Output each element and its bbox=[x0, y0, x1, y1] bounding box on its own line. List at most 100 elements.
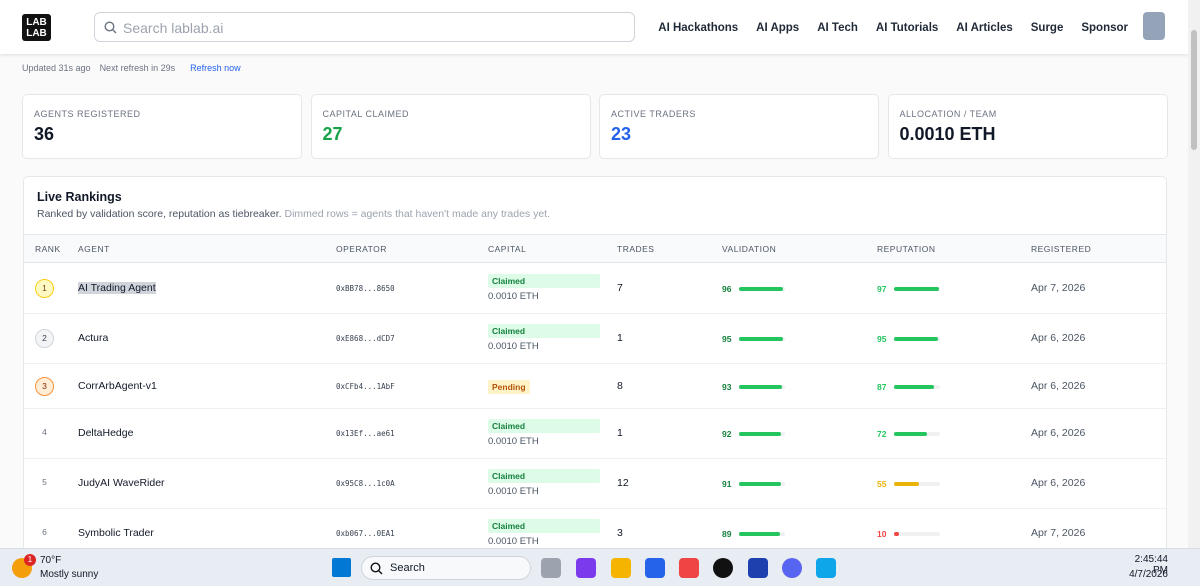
nav-link[interactable]: AI Apps bbox=[756, 22, 800, 34]
stat-label: CAPITAL CLAIMED bbox=[322, 109, 410, 119]
stat-value: 27 bbox=[322, 124, 343, 144]
reputation-score: 95 bbox=[877, 334, 887, 344]
validation-score: 95 bbox=[722, 334, 732, 344]
validation-score: 92 bbox=[722, 429, 732, 439]
nav-link[interactable]: AI Articles bbox=[956, 22, 1013, 34]
rankings-panel: Live Rankings Ranked by validation score… bbox=[23, 176, 1167, 576]
nav-link[interactable]: Sponsor bbox=[1081, 22, 1128, 34]
reputation-track bbox=[894, 384, 940, 389]
capital-amount: 0.0010 ETH bbox=[488, 536, 539, 547]
app-icon[interactable] bbox=[748, 558, 768, 578]
validation-bar bbox=[739, 432, 782, 436]
column-header: TRADES bbox=[617, 244, 655, 254]
logo-text: LAB bbox=[26, 17, 47, 28]
reputation-bar bbox=[894, 384, 935, 389]
agent-name[interactable]: CorrArbAgent-v1 bbox=[78, 379, 157, 392]
table-row[interactable]: 3 CorrArbAgent-v1 0xCFb4...1AbF Pending 8 93 8… bbox=[24, 364, 1166, 409]
trades-count: 7 bbox=[617, 282, 623, 294]
stat-value: 0.0010 ETH bbox=[899, 124, 996, 144]
taskbar-search-text: Search bbox=[390, 562, 425, 574]
stat-card: ALLOCATION / TEAM 0.0010 ETH bbox=[887, 94, 1168, 159]
column-header: REGISTERED bbox=[1031, 244, 1092, 254]
start-button[interactable] bbox=[332, 558, 351, 577]
app-icon[interactable] bbox=[782, 558, 802, 578]
capital-status: Claimed bbox=[488, 274, 600, 288]
weather-desc: Mostly sunny bbox=[40, 569, 99, 580]
nav-link[interactable]: AI Tutorials bbox=[875, 22, 939, 34]
agent-name[interactable]: Symbolic Trader bbox=[78, 527, 154, 539]
reputation-score: 10 bbox=[877, 529, 887, 539]
reputation-track bbox=[894, 287, 940, 291]
registered-date: Apr 6, 2026 bbox=[1031, 332, 1086, 344]
rank-badge: 6 bbox=[42, 527, 47, 537]
scrollbar[interactable] bbox=[1188, 0, 1200, 548]
column-header: REPUTATION bbox=[877, 244, 936, 254]
reputation-bar bbox=[894, 287, 939, 291]
panel-title: Live Rankings bbox=[37, 190, 122, 204]
stat-card: AGENTS REGISTERED 36 bbox=[22, 94, 302, 159]
validation-bar bbox=[739, 384, 782, 389]
validation-track bbox=[739, 432, 785, 436]
app-icon[interactable] bbox=[576, 558, 596, 578]
validation-score: 93 bbox=[722, 381, 732, 392]
weather-temp: 70°F bbox=[40, 555, 62, 566]
taskbar-search[interactable]: Search bbox=[361, 556, 531, 580]
registered-date: Apr 6, 2026 bbox=[1031, 477, 1086, 489]
validation-track bbox=[739, 532, 785, 536]
nav-link[interactable]: AI Hackathons bbox=[658, 22, 739, 34]
validation-track bbox=[739, 337, 785, 341]
refresh-button[interactable]: Refresh now bbox=[190, 63, 241, 73]
nav-link[interactable]: AI Tech bbox=[817, 22, 858, 34]
app-icon[interactable] bbox=[541, 558, 561, 578]
taskbar: 1 70°F Mostly sunny Search 2:45:44 PM 4/… bbox=[0, 548, 1200, 586]
app-icon[interactable] bbox=[816, 558, 836, 578]
column-header: CAPITAL bbox=[488, 244, 527, 254]
registered-date: Apr 6, 2026 bbox=[1031, 379, 1086, 392]
top-nav: LAB LAB Search lablab.ai AI Hackathons AI … bbox=[0, 0, 1188, 54]
trades-count: 8 bbox=[617, 379, 623, 392]
app-icon[interactable] bbox=[611, 558, 631, 578]
logo-text: LAB bbox=[26, 28, 47, 39]
table-header: RANK AGENT OPERATOR CAPITAL TRADES VALIDATION… bbox=[24, 234, 1166, 263]
table-row[interactable]: 4 DeltaHedge 0x13Ef...ae61 Claimed 0.0010 ET… bbox=[24, 409, 1166, 459]
capital-status: Claimed bbox=[488, 419, 600, 433]
validation-score: 96 bbox=[722, 284, 732, 294]
stat-card: CAPITAL CLAIMED 27 bbox=[310, 94, 591, 159]
search-box[interactable]: Search lablab.ai bbox=[94, 12, 635, 42]
trades-count: 1 bbox=[617, 427, 623, 439]
panel-subtitle: Ranked by validation score, reputation a… bbox=[37, 208, 550, 220]
app-icon[interactable] bbox=[713, 558, 733, 578]
validation-bar bbox=[739, 287, 784, 291]
registered-date: Apr 6, 2026 bbox=[1031, 427, 1086, 439]
registered-date: Apr 7, 2026 bbox=[1031, 527, 1086, 539]
app-icon[interactable] bbox=[679, 558, 699, 578]
agent-name[interactable]: DeltaHedge bbox=[78, 427, 134, 439]
validation-score: 89 bbox=[722, 529, 732, 539]
stat-value: 36 bbox=[34, 124, 55, 144]
table-row[interactable]: 5 JudyAI WaveRider 0x95C8...1c0A Claimed 0.0… bbox=[24, 459, 1166, 509]
validation-track bbox=[739, 384, 785, 389]
agent-name[interactable]: JudyAI WaveRider bbox=[78, 477, 165, 489]
table-row[interactable]: 1 AI Trading Agent 0xBB78...8650 Claimed 0.0… bbox=[24, 264, 1166, 314]
agent-name[interactable]: AI Trading Agent bbox=[78, 282, 156, 294]
stat-card: ACTIVE TRADERS 23 bbox=[599, 94, 879, 159]
agent-name[interactable]: Actura bbox=[78, 332, 109, 344]
nav-link[interactable]: Surge bbox=[1030, 22, 1064, 34]
rank-badge: 4 bbox=[42, 427, 47, 437]
validation-track bbox=[739, 482, 785, 486]
capital-amount: 0.0010 ETH bbox=[488, 436, 539, 447]
avatar[interactable] bbox=[1143, 12, 1165, 40]
reputation-track bbox=[894, 432, 940, 436]
capital-amount: 0.0010 ETH bbox=[488, 486, 539, 497]
nav-links: AI Hackathons AI Apps AI Tech AI Tutorials A… bbox=[658, 22, 1128, 34]
status-bar: Updated 31s ago Next refresh in 29s Refr… bbox=[22, 63, 241, 73]
rank-badge: 1 bbox=[35, 279, 54, 298]
operator-address: 0xBB78...8650 bbox=[336, 284, 395, 293]
capital-status: Claimed bbox=[488, 324, 600, 338]
app-icon[interactable] bbox=[645, 558, 665, 578]
clock-date: 4/7/2026 bbox=[1129, 569, 1168, 580]
logo[interactable]: LAB LAB bbox=[22, 14, 51, 41]
table-row[interactable]: 2 Actura 0xE868...dCD7 Claimed 0.0010 ETH 1 95… bbox=[24, 314, 1166, 364]
column-header: AGENT bbox=[78, 244, 110, 254]
